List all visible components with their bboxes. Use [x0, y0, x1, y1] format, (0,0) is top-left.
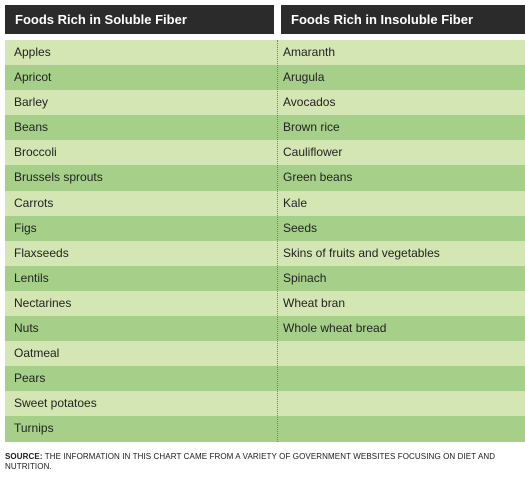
insoluble-fiber-cell: Brown rice	[283, 120, 340, 135]
soluble-fiber-cell: Oatmeal	[14, 346, 60, 361]
soluble-fiber-cell: Pears	[14, 371, 46, 386]
insoluble-fiber-cell	[277, 391, 525, 416]
table-row: Flaxseeds Skins of fruits and vegetables	[5, 240, 525, 266]
table-body: Apples Amaranth Apricot Arugula Barley Avocad…	[5, 40, 525, 442]
soluble-fiber-cell: Flaxseeds	[14, 245, 69, 260]
table-row: Nectarines Wheat bran	[5, 290, 525, 317]
soluble-fiber-cell: Lentils	[14, 270, 49, 285]
header-insoluble-fiber: Foods Rich in Insoluble Fiber	[281, 5, 525, 34]
table-row: Broccoli Cauliflower	[5, 140, 525, 166]
table-row: Barley Avocados	[5, 90, 525, 116]
insoluble-fiber-cell: Amaranth	[283, 45, 336, 59]
table-row: Apples Amaranth	[5, 40, 525, 66]
soluble-fiber-cell: Nuts	[14, 321, 39, 336]
column-divider	[277, 40, 278, 442]
table-row: Brussels sprouts Green beans	[5, 165, 525, 191]
table-row: Nuts Whole wheat bread	[5, 316, 525, 342]
table-row: Figs Seeds	[5, 215, 525, 241]
source-note: SOURCE: THE INFORMATION IN THIS CHART CA…	[5, 452, 520, 472]
soluble-fiber-cell: Figs	[14, 220, 37, 235]
soluble-fiber-cell: Apples	[14, 45, 51, 59]
soluble-fiber-cell: Broccoli	[14, 145, 57, 160]
soluble-fiber-cell: Turnips	[14, 421, 54, 436]
insoluble-fiber-cell: Avocados	[283, 95, 336, 110]
insoluble-fiber-cell: Arugula	[283, 70, 325, 85]
insoluble-fiber-cell: Seeds	[283, 220, 318, 235]
table-row: Turnips	[5, 416, 525, 442]
insoluble-fiber-cell: Kale	[283, 195, 308, 210]
table-row: Oatmeal	[5, 341, 525, 367]
insoluble-fiber-cell	[277, 341, 525, 366]
insoluble-fiber-cell: Cauliflower	[283, 145, 343, 160]
soluble-fiber-cell: Beans	[14, 120, 49, 135]
table-row: Lentils Spinach	[5, 265, 525, 291]
table-row: Beans Brown rice	[5, 115, 525, 141]
soluble-fiber-cell: Nectarines	[14, 295, 72, 310]
insoluble-fiber-cell	[277, 416, 525, 441]
soluble-fiber-cell: Apricot	[14, 70, 52, 85]
fiber-foods-table: Foods Rich in Soluble Fiber Foods Rich i…	[5, 5, 525, 442]
insoluble-fiber-cell: Spinach	[283, 270, 327, 285]
insoluble-fiber-cell	[277, 366, 525, 391]
soluble-fiber-cell: Brussels sprouts	[14, 170, 103, 185]
insoluble-fiber-cell: Wheat bran	[283, 295, 346, 310]
source-label: SOURCE:	[5, 452, 43, 461]
insoluble-fiber-cell: Green beans	[283, 170, 353, 185]
insoluble-fiber-cell: Skins of fruits and vegetables	[283, 245, 440, 260]
table-row: Pears	[5, 366, 525, 392]
table-row: Sweet potatoes	[5, 391, 525, 417]
table-row: Carrots Kale	[5, 190, 525, 216]
table-header-row: Foods Rich in Soluble Fiber Foods Rich i…	[5, 5, 525, 34]
insoluble-fiber-cell: Whole wheat bread	[283, 321, 387, 336]
soluble-fiber-cell: Carrots	[14, 195, 54, 210]
header-soluble-fiber: Foods Rich in Soluble Fiber	[5, 5, 274, 34]
soluble-fiber-cell: Sweet potatoes	[14, 396, 97, 411]
source-text: THE INFORMATION IN THIS CHART CAME FROM …	[5, 452, 496, 471]
table-row: Apricot Arugula	[5, 65, 525, 91]
soluble-fiber-cell: Barley	[14, 95, 49, 110]
